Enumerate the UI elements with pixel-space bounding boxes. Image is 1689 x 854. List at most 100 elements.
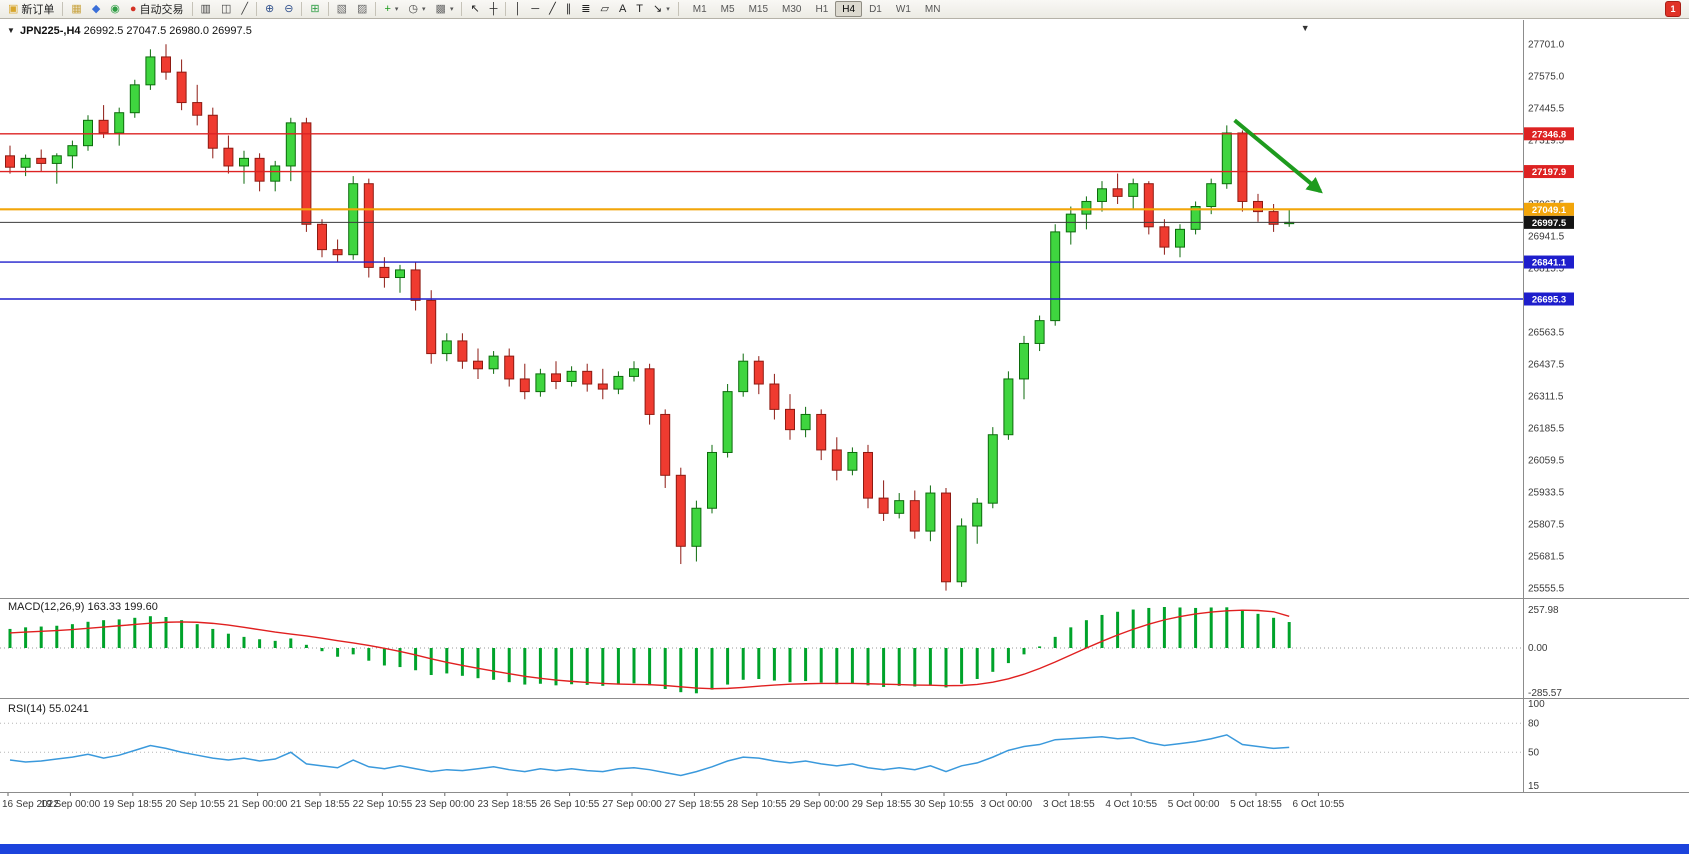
vertical-line-button[interactable]: │ — [509, 1, 526, 18]
periods-button[interactable]: ◷ ▾ — [403, 1, 430, 18]
candle-body — [909, 500, 920, 532]
candle-body — [941, 492, 951, 583]
profiles-button[interactable]: ◆ — [87, 1, 105, 18]
timeframe-m1[interactable]: M1 — [686, 1, 714, 17]
text-label-button[interactable]: T — [631, 1, 648, 18]
candlestick-button[interactable]: ◫ — [216, 1, 236, 18]
crosshair-button[interactable]: ┼ — [485, 1, 503, 18]
candle-body — [176, 71, 187, 104]
candle-body — [145, 56, 156, 86]
autotrading-button[interactable]: ● 自动交易 — [125, 1, 189, 18]
profile-icon: ◆ — [91, 2, 101, 15]
chart-shift-button[interactable]: ▨ — [352, 1, 372, 18]
candle-body — [51, 155, 62, 164]
candle-body — [847, 451, 858, 471]
line-chart-button[interactable]: ╱ — [236, 1, 253, 18]
candle-body — [332, 249, 343, 256]
candle-body — [1159, 226, 1170, 248]
rsi-indicator-label: RSI(14) 55.0241 — [8, 703, 89, 715]
horizontal-line[interactable]: 26841.1 — [0, 255, 1574, 269]
candle-body — [831, 449, 842, 471]
zoom-in-button[interactable]: ⊕ — [260, 1, 279, 18]
candle-body — [285, 122, 296, 167]
zoom-out-button[interactable]: ⊖ — [279, 1, 298, 18]
horizontal-line-button[interactable]: ─ — [526, 1, 544, 18]
toolbar-separator — [255, 2, 257, 16]
timeframe-h1[interactable]: H1 — [808, 1, 835, 17]
auto-arrange-button[interactable]: ▧ — [332, 1, 352, 18]
candle-body — [426, 299, 437, 355]
horizontal-line[interactable]: 27346.8 — [0, 127, 1574, 141]
chart-shift-marker-icon[interactable]: ▼ — [1301, 23, 1310, 33]
price-badge-label: 27197.9 — [1532, 167, 1566, 178]
line-chart-icon: ╱ — [241, 2, 248, 15]
horizontal-line[interactable]: 26997.5 — [0, 215, 1574, 229]
fibonacci-button[interactable]: ≣ — [576, 1, 595, 18]
candle-body — [535, 373, 546, 393]
time-axis-label: 27 Sep 18:55 — [665, 799, 725, 810]
notification-badge[interactable]: 1 — [1665, 1, 1681, 17]
candle-body — [1253, 200, 1263, 213]
shapes-button[interactable]: ▱ — [595, 1, 613, 18]
price-badge-label: 26997.5 — [1532, 218, 1567, 229]
time-axis-label: 21 Sep 00:00 — [228, 799, 288, 810]
templates-button[interactable]: ▩ ▾ — [431, 1, 459, 18]
new-chart-button[interactable]: ▦ — [66, 1, 86, 18]
timeframe-m15[interactable]: M15 — [742, 1, 775, 17]
candles-layer — [5, 44, 1295, 591]
dropdown-arrow-icon: ▾ — [666, 6, 670, 13]
horizontal-line[interactable]: 27197.9 — [0, 165, 1574, 179]
trend-arrow-annotation[interactable] — [1233, 118, 1323, 194]
rsi-axis-label: 100 — [1528, 699, 1545, 710]
arrows-button[interactable]: ↘ ▾ — [648, 1, 675, 18]
time-axis-label: 19 Sep 00:00 — [41, 799, 101, 810]
text-icon: A — [618, 2, 627, 15]
text-button[interactable]: A — [614, 1, 631, 18]
bar-chart-button[interactable]: ▥ — [196, 1, 216, 18]
timeframe-d1[interactable]: D1 — [862, 1, 889, 17]
trendline-button[interactable]: ╱ — [544, 1, 561, 18]
price-badge — [1524, 202, 1574, 216]
refresh-icon: ◉ — [110, 2, 120, 15]
time-axis-label: 16 Sep 2022 — [2, 799, 59, 810]
indicators-button[interactable]: + ▾ — [379, 1, 403, 18]
price-badge-label: 27346.8 — [1532, 129, 1566, 140]
indicators-icon: + — [384, 2, 391, 15]
cursor-button[interactable]: ↖ — [465, 1, 484, 18]
price-badge-label: 26841.1 — [1532, 258, 1567, 269]
collapse-arrow-icon[interactable]: ▼ — [7, 26, 15, 35]
candle-body — [1175, 228, 1185, 248]
timeframe-w1[interactable]: W1 — [889, 1, 918, 17]
rsi-axis-label: 50 — [1528, 747, 1540, 758]
tile-windows-button[interactable]: ⊞ — [305, 1, 324, 18]
horizontal-line[interactable]: 27049.1 — [0, 202, 1574, 216]
candle-body — [1034, 320, 1045, 344]
candle-body — [83, 119, 93, 147]
time-axis-label: 23 Sep 18:55 — [477, 799, 537, 810]
candle-body — [691, 507, 702, 547]
templates-icon: ▩ — [435, 2, 446, 15]
candle-body — [20, 157, 31, 168]
candle-body — [1097, 188, 1107, 202]
autotrading-icon: ● — [129, 2, 137, 15]
chart-canvas[interactable]: 27701.027575.027445.527319.527193.527067… — [0, 19, 1689, 844]
candlestick-icon: ◫ — [220, 2, 232, 15]
candle-body — [348, 183, 359, 256]
macd-indicator-label: MACD(12,26,9) 163.33 199.60 — [8, 601, 158, 613]
horizontal-line[interactable]: 26695.3 — [0, 292, 1574, 306]
macd-signal-line — [9, 609, 1290, 690]
toolbar-separator — [505, 2, 507, 16]
text-label-icon: T — [636, 2, 644, 15]
timeframe-m5[interactable]: M5 — [714, 1, 742, 17]
channel-button[interactable]: ∥ — [561, 1, 577, 18]
candle-body — [551, 373, 561, 382]
refresh-button[interactable]: ◉ — [105, 1, 125, 18]
timeframe-mn[interactable]: MN — [918, 1, 948, 17]
timeframe-h4[interactable]: H4 — [835, 1, 863, 17]
price-badge-label: 27049.1 — [1532, 205, 1567, 216]
timeframe-m30[interactable]: M30 — [775, 1, 808, 17]
candle-body — [956, 525, 967, 583]
new-order-button[interactable]: ▣ 新订单 — [3, 1, 59, 18]
